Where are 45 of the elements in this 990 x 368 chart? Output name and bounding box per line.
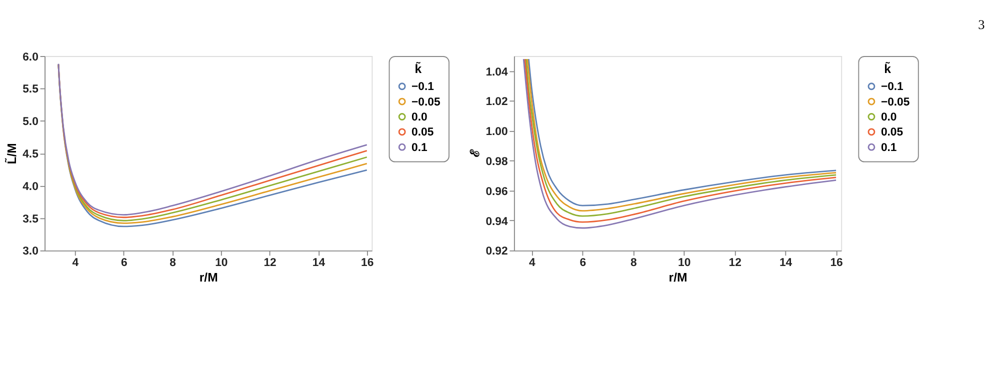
y-tick-label: 3.5 <box>22 213 38 226</box>
x-tick-label: 14 <box>312 257 326 270</box>
y-tick-label: 1.02 <box>486 96 508 108</box>
x-tick-label: 12 <box>728 257 742 270</box>
x-tick-label: 8 <box>170 257 176 270</box>
y-tick-label: 0.92 <box>486 246 508 258</box>
legend-label: −0.05 <box>880 96 910 108</box>
y-tick-label: 3.0 <box>22 246 38 258</box>
x-tick-label: 4 <box>72 257 80 270</box>
x-tick-label: 10 <box>678 257 691 270</box>
legend-label: 0.05 <box>880 126 904 139</box>
legend-label: 0.0 <box>412 112 428 124</box>
y-axis-title: ℰ <box>468 149 482 158</box>
y-tick-label: 0.94 <box>486 216 508 228</box>
x-tick-label: 16 <box>830 257 843 270</box>
x-tick-label: 16 <box>361 257 374 270</box>
x-tick-label: 14 <box>779 257 793 270</box>
y-tick-label: 1.00 <box>486 126 508 138</box>
y-tick-label: 1.04 <box>486 66 508 78</box>
legend-label: −0.05 <box>412 96 440 108</box>
x-axis-title: r/M <box>199 270 218 284</box>
y-tick-label: 4.5 <box>22 148 38 161</box>
legend-title: k̃ <box>884 61 892 76</box>
y-tick-label: 0.98 <box>486 156 508 168</box>
x-tick-label: 6 <box>580 257 586 270</box>
legend-label: 0.1 <box>412 142 428 154</box>
legend-label: −0.1 <box>880 81 904 94</box>
x-axis-title: r/M <box>668 270 688 284</box>
x-tick-label: 4 <box>529 257 536 270</box>
y-tick-label: 6.0 <box>22 51 38 64</box>
legend-label: 0.05 <box>412 126 434 139</box>
legend-label: −0.1 <box>412 81 434 94</box>
legend-label: 0.0 <box>880 112 897 124</box>
y-tick-label: 4.0 <box>22 180 38 193</box>
y-tick-label: 5.5 <box>22 84 38 96</box>
x-tick-label: 6 <box>120 257 128 270</box>
y-tick-label: 5.0 <box>22 116 38 128</box>
y-axis-title: L̃/M <box>4 143 19 164</box>
x-tick-label: 8 <box>630 257 637 270</box>
text: 3 <box>978 17 986 32</box>
legend-label: 0.1 <box>880 142 897 154</box>
y-tick-label: 0.96 <box>486 186 508 198</box>
legend-title: k̃ <box>414 61 422 76</box>
x-tick-label: 12 <box>264 257 276 270</box>
x-tick-label: 10 <box>215 257 228 270</box>
